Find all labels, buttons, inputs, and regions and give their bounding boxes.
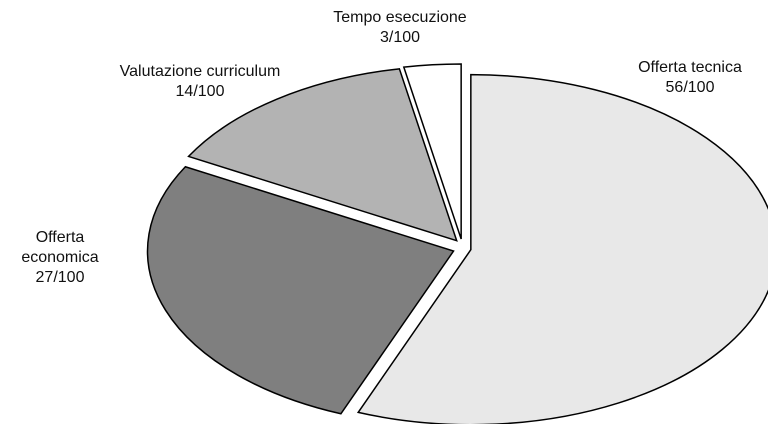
value-label: 14/100 [175, 83, 225, 100]
pie-slice [356, 73, 768, 424]
slice-label: Offerta economica 27/100 [15, 228, 105, 288]
category-label: Tempo esecuzione [333, 9, 467, 26]
value-label: 27/100 [35, 269, 85, 286]
pie-slice [187, 68, 458, 242]
value-label: 3/100 [379, 29, 421, 46]
category-label: Offerta economica [21, 229, 99, 266]
pie-slice [402, 63, 462, 240]
slice-label: Tempo esecuzione 3/100 [300, 8, 500, 48]
slice-label: Valutazione curriculum 14/100 [50, 62, 350, 102]
pie-slice [146, 165, 455, 415]
value-label: 56/100 [665, 79, 715, 96]
category-label: Valutazione curriculum [119, 63, 281, 80]
category-label: Offerta tecnica [638, 59, 742, 76]
slice-label: Offerta tecnica 56/100 [590, 58, 768, 98]
